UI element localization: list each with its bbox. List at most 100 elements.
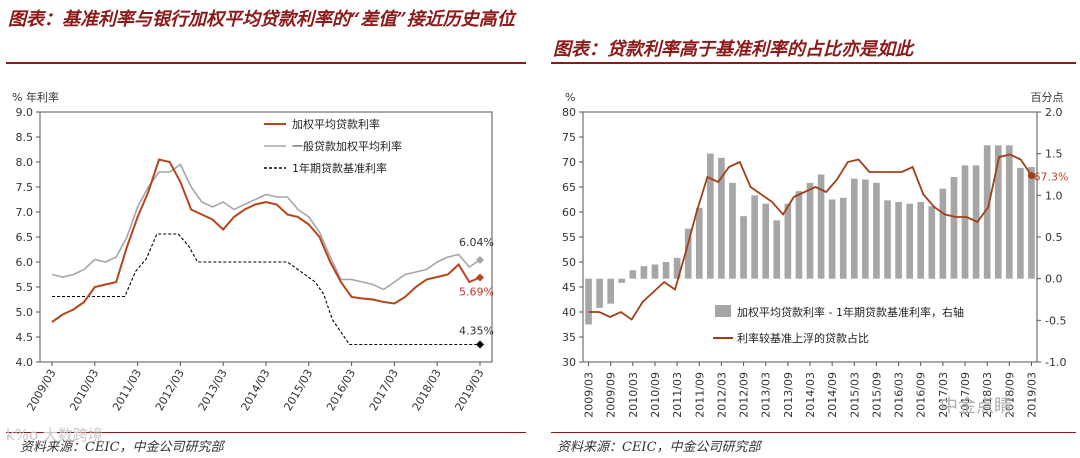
left-footer-rule <box>6 432 526 433</box>
weighted-avg-loan-rate-line <box>51 158 481 323</box>
general-rate-end-marker <box>476 256 484 264</box>
right-left-tick-label: 65 <box>562 181 576 194</box>
right-left-tick-label: 75 <box>562 131 576 144</box>
left-y-tick-label: 6.0 <box>16 256 34 269</box>
right-x-tick-label: 2012/09 <box>738 372 751 418</box>
right-x-tick-label: 2014/09 <box>826 372 839 418</box>
right-x-tick-label: 2012/03 <box>715 372 728 418</box>
right-watermark: 中金点睛 <box>940 396 1012 417</box>
rate-spread-bar <box>695 207 703 279</box>
weighted-rate-end-marker <box>476 273 484 282</box>
left-y-tick-label: 7.0 <box>16 206 34 219</box>
left-x-tick-label: 2012/03 <box>153 367 187 413</box>
rate-spread-bar <box>884 200 891 279</box>
rate-spread-bar <box>828 199 836 279</box>
right-right-tick-label: -1.0 <box>1045 356 1066 369</box>
rate-spread-bar <box>1028 167 1035 279</box>
left-y-tick-label: 4.0 <box>16 356 34 369</box>
rate-spread-bar <box>607 278 615 304</box>
right-right-tick-label: 2.0 <box>1045 106 1063 119</box>
right-right-tick-label: 0.0 <box>1045 273 1063 286</box>
right-left-tick-label: 30 <box>562 356 576 369</box>
right-left-tick-label: 55 <box>562 231 576 244</box>
right-x-tick-label: 2011/03 <box>671 372 684 418</box>
left-legend-label: 1年期贷款基准利率 <box>292 161 387 175</box>
right-x-tick-label: 2013/03 <box>760 372 773 418</box>
right-chart-panel: 图表：贷款利率高于基准利率的占比亦是如此 % 百分点 30 35 40 45 50 55 60 6… <box>545 0 1080 458</box>
rate-spread-bar <box>994 145 1002 279</box>
right-left-tick-label: 80 <box>562 106 576 119</box>
right-left-tick-label: 70 <box>562 156 576 169</box>
right-chart-title: 图表：贷款利率高于基准利率的占比亦是如此 <box>553 39 913 60</box>
general-loan-rate-line <box>51 163 481 291</box>
right-x-tick-label: 2016/09 <box>915 372 928 418</box>
left-y-axis-unit: % 年利率 <box>12 90 59 104</box>
left-x-tick-label: 2015/03 <box>281 367 315 413</box>
rate-spread-bar <box>895 202 902 279</box>
left-watermark: k%o 大数跨境 <box>6 426 103 444</box>
right-x-tick-label: 2017/03 <box>937 372 950 418</box>
rate-spread-bar <box>795 191 803 279</box>
right-chart-svg: % 百分点 30 35 40 45 50 55 60 65 70 75 80 -1.0 -0.5 0.0 0.5… <box>562 91 1068 418</box>
left-y-tick-label: 8.5 <box>16 131 34 144</box>
rate-spread-bar <box>762 203 770 279</box>
rate-spread-bar <box>662 262 670 279</box>
rate-spread-bar <box>784 203 792 279</box>
right-title-rule <box>551 62 1076 64</box>
rate-spread-bar <box>707 153 714 279</box>
right-x-tick-label: 2010/09 <box>649 372 662 418</box>
left-y-tick-label: 5.5 <box>16 281 34 294</box>
right-left-tick-label: 40 <box>562 306 576 319</box>
left-chart-panel: 图表：基准利率与银行加权平均贷款利率的“差值”接近历史高位 % 年利率 4.0 4.… <box>0 0 530 458</box>
right-source-text: 资料来源：CEIC，中金公司研究部 <box>557 440 761 455</box>
rate-spread-bar <box>839 197 847 279</box>
rate-spread-bar <box>596 278 603 308</box>
right-left-tick-label: 35 <box>562 331 576 344</box>
right-x-tick-label: 2015/09 <box>870 372 883 418</box>
left-x-tick-label: 2013/03 <box>196 367 230 413</box>
rate-spread-bar <box>684 228 692 279</box>
right-x-tick-label: 2009/03 <box>583 372 596 418</box>
rate-spread-bar <box>718 157 725 279</box>
rate-spread-bar <box>1017 167 1024 279</box>
right-left-tick-label: 60 <box>562 206 576 219</box>
rate-spread-bar <box>740 216 747 279</box>
rate-spread-bar <box>817 174 825 279</box>
rate-spread-bar <box>673 257 681 279</box>
left-y-tick-label: 7.5 <box>16 181 34 194</box>
rate-spread-bar <box>629 270 637 279</box>
left-legend-label: 一般贷款加权平均利率 <box>292 139 402 153</box>
right-x-tick-label: 2016/03 <box>893 372 906 418</box>
rate-spread-bar <box>961 165 969 279</box>
left-chart-title: 图表：基准利率与银行加权平均贷款利率的“差值”接近历史高位 <box>8 9 515 30</box>
right-right-tick-label: -0.5 <box>1045 314 1066 327</box>
right-x-tick-label: 2018/09 <box>1003 372 1016 418</box>
rate-spread-bar <box>806 182 814 279</box>
right-left-tick-label: 50 <box>562 256 576 269</box>
left-plot-frame <box>39 111 493 363</box>
weighted-rate-end-label: 5.69% <box>459 286 494 299</box>
right-x-tick-label: 2013/09 <box>782 372 795 418</box>
left-chart-svg: % 年利率 4.0 4.5 5.0 5.5 6.0 6.5 7.0 7.5 8.0 8.5 9.0 20… <box>12 90 494 413</box>
left-x-tick-label: 2019/03 <box>452 367 486 413</box>
benchmark-rate-line <box>52 233 480 346</box>
left-y-tick-label: 9.0 <box>16 106 34 119</box>
left-x-tick-label: 2011/03 <box>110 367 144 413</box>
rate-spread-bar <box>873 182 880 279</box>
floating-loan-share-line <box>588 153 1033 321</box>
right-legend-bar-swatch <box>715 305 731 317</box>
right-x-tick-label: 2010/03 <box>627 372 640 418</box>
benchmark-rate-end-marker <box>476 340 484 349</box>
rate-spread-bar <box>640 266 648 279</box>
right-right-tick-label: 1.5 <box>1045 148 1063 161</box>
right-right-tick-label: 1.0 <box>1045 189 1063 202</box>
rate-spread-bar <box>939 188 947 279</box>
right-footer-rule <box>551 432 1076 433</box>
rate-spread-bar <box>1005 145 1013 279</box>
right-legend-bar-label: 加权平均贷款利率 - 1年期贷款基准利率，右轴 <box>737 305 964 319</box>
rate-spread-bar <box>651 264 659 279</box>
left-y-tick-label: 6.5 <box>16 231 34 244</box>
right-x-tick-label: 2015/03 <box>848 372 861 418</box>
right-x-tick-label: 2018/03 <box>981 372 994 418</box>
left-x-tick-label: 2009/03 <box>24 367 58 413</box>
